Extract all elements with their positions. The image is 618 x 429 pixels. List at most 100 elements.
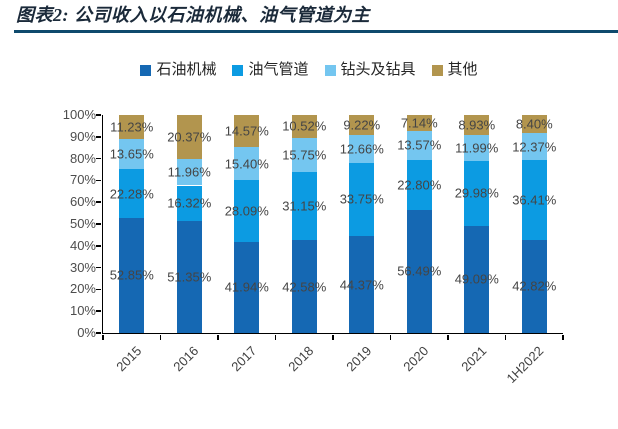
x-axis-tick bbox=[217, 335, 219, 340]
bar-segment bbox=[234, 180, 260, 242]
legend-color-swatch bbox=[232, 64, 244, 76]
y-axis-tick-label: 70% bbox=[69, 172, 96, 188]
legend-item: 油气管道 bbox=[232, 61, 309, 78]
y-axis-tick bbox=[96, 136, 101, 138]
y-axis-tick-label: 30% bbox=[69, 259, 96, 275]
bar-segment bbox=[521, 133, 547, 161]
data-label: 33.75% bbox=[339, 191, 384, 207]
bar-segment bbox=[406, 130, 432, 161]
bar-segment bbox=[406, 209, 432, 333]
data-label: 14.57% bbox=[224, 123, 269, 139]
bar-segment bbox=[234, 146, 260, 181]
bar-segment bbox=[291, 172, 317, 241]
y-axis-tick bbox=[96, 157, 101, 160]
y-axis-tick bbox=[96, 201, 101, 203]
bar-segment bbox=[464, 225, 490, 333]
title-underline bbox=[14, 30, 618, 33]
x-axis-label: 2016 bbox=[170, 343, 202, 375]
y-axis-tick bbox=[96, 245, 101, 247]
data-label: 44.37% bbox=[339, 277, 384, 293]
x-axis-tick bbox=[332, 335, 334, 340]
data-label: 12.37% bbox=[512, 139, 557, 155]
bar-segment bbox=[406, 160, 432, 210]
x-axis-label: 2015 bbox=[112, 343, 145, 375]
data-label: 51.35% bbox=[167, 269, 212, 285]
y-axis-tick-label: 90% bbox=[69, 128, 96, 144]
bar-segment bbox=[176, 221, 202, 333]
y-axis-tick bbox=[96, 179, 101, 182]
x-axis-tick bbox=[562, 335, 564, 340]
y-axis-tick-label: 50% bbox=[69, 216, 96, 231]
bar-segment bbox=[464, 160, 490, 226]
x-axis-tick bbox=[159, 335, 162, 340]
legend-label: 钻头及钻具 bbox=[340, 61, 416, 78]
y-axis-tick-label: 20% bbox=[69, 281, 96, 297]
legend-item: 石油机械 bbox=[140, 62, 216, 78]
bar-segment bbox=[521, 160, 547, 240]
y-axis-tick bbox=[96, 114, 101, 116]
bar-segment bbox=[176, 185, 202, 222]
x-axis-tick bbox=[447, 335, 449, 340]
data-label: 11.96% bbox=[167, 164, 211, 180]
bar-segment bbox=[176, 115, 202, 160]
data-label: 22.80% bbox=[397, 177, 442, 193]
data-label: 9.22% bbox=[343, 117, 381, 133]
x-axis-label: 2020 bbox=[400, 343, 432, 375]
y-axis-tick-label: 100% bbox=[62, 107, 96, 122]
data-label: 29.98% bbox=[454, 185, 499, 201]
bar-segment bbox=[349, 162, 375, 237]
legend-color-swatch bbox=[431, 64, 443, 76]
data-label: 8.40% bbox=[515, 116, 553, 132]
plot-area: 2015 2016 2017 2018 2019 2020 2021 1H2022 52.85%… bbox=[96, 114, 564, 386]
x-axis-tick bbox=[389, 335, 392, 340]
data-label: 16.32% bbox=[167, 195, 212, 211]
bar-segment bbox=[464, 115, 490, 135]
data-label: 52.85% bbox=[109, 267, 154, 283]
y-axis-tick-label: 0% bbox=[77, 325, 96, 340]
data-label: 15.40% bbox=[224, 156, 269, 172]
data-label: 8.93% bbox=[458, 117, 496, 133]
legend-label: 石油机械 bbox=[156, 61, 217, 78]
legend-color-swatch bbox=[140, 64, 152, 76]
data-label: 11.99% bbox=[455, 140, 499, 156]
y-axis-tick bbox=[96, 288, 101, 291]
data-label: 42.58% bbox=[282, 279, 327, 295]
x-axis-label: 2019 bbox=[342, 343, 375, 375]
data-label: 49.09% bbox=[454, 271, 499, 287]
y-axis-tick bbox=[96, 332, 101, 334]
x-axis-label: 2018 bbox=[285, 343, 317, 375]
legend-label: 油气管道 bbox=[248, 61, 309, 78]
bar-segment bbox=[464, 134, 490, 161]
y-axis-tick-label: 10% bbox=[69, 303, 96, 319]
figure-title: 图表2: 公司收入以石油机械、油气管道为主 bbox=[16, 5, 370, 25]
legend-item: 钻头及钻具 bbox=[324, 61, 416, 78]
data-label: 31.15% bbox=[282, 198, 327, 214]
bar-segment bbox=[406, 115, 432, 131]
bar-segment bbox=[176, 159, 202, 186]
bar-segment bbox=[349, 236, 375, 333]
bar-segment bbox=[119, 217, 145, 333]
bar-segment bbox=[291, 137, 317, 173]
data-label: 42.82% bbox=[512, 278, 557, 294]
legend-label: 其他 bbox=[447, 61, 478, 78]
legend: 石油机械 油气管道 钻头及钻具 其他 bbox=[0, 60, 618, 80]
data-label: 13.65% bbox=[109, 146, 154, 162]
bar-segment bbox=[521, 115, 547, 134]
x-axis-tick bbox=[102, 335, 104, 340]
bar-segment bbox=[349, 115, 375, 136]
data-label: 36.41% bbox=[512, 192, 557, 208]
bar-segment bbox=[291, 115, 317, 138]
legend-item: 其他 bbox=[431, 61, 478, 78]
bar-segment bbox=[119, 115, 145, 140]
x-axis-tick bbox=[504, 335, 507, 340]
x-axis-label: 2017 bbox=[227, 343, 260, 375]
y-axis-tick-label: 80% bbox=[69, 150, 96, 166]
bar-segment bbox=[119, 139, 145, 170]
bar-segment bbox=[119, 169, 145, 218]
data-label: 11.23% bbox=[110, 119, 154, 135]
data-label: 22.28% bbox=[109, 186, 154, 201]
legend-color-swatch bbox=[324, 64, 336, 76]
y-axis-tick-label: 60% bbox=[69, 194, 96, 210]
data-label: 28.09% bbox=[224, 203, 269, 219]
